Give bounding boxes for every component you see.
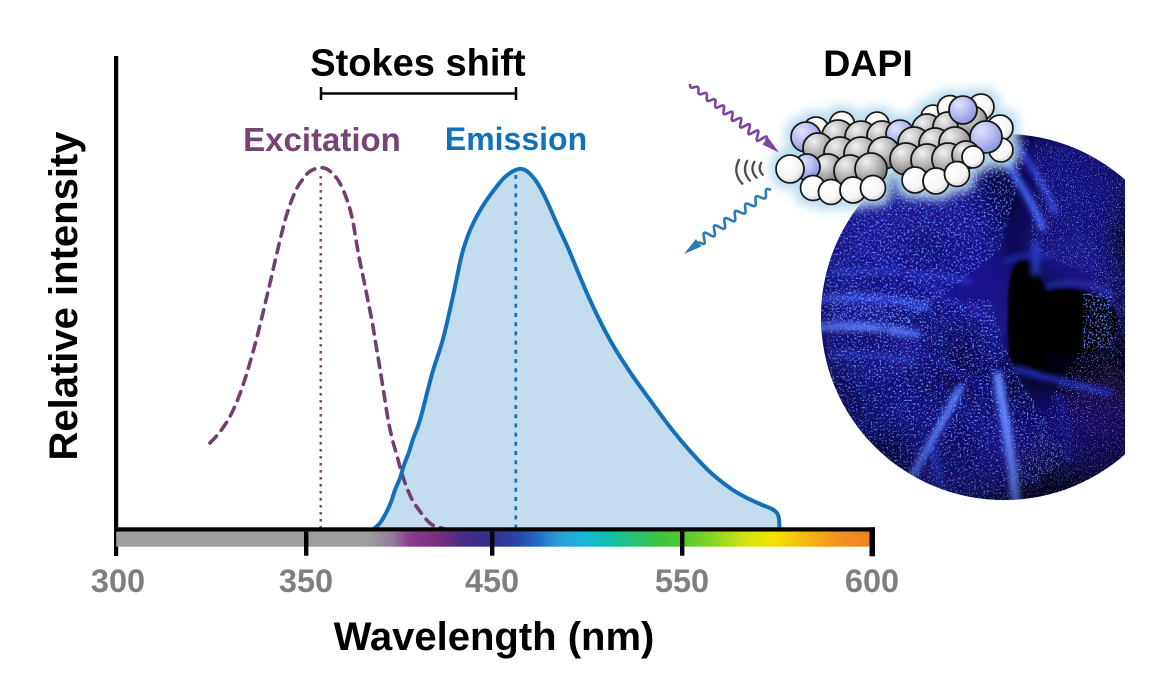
svg-text:Emission: Emission (445, 121, 587, 157)
svg-text:600: 600 (845, 563, 899, 599)
svg-text:550: 550 (655, 563, 709, 599)
svg-text:Relative intensity: Relative intensity (42, 131, 86, 461)
svg-text:350: 350 (279, 563, 333, 599)
svg-text:450: 450 (465, 563, 519, 599)
svg-text:DAPI: DAPI (823, 42, 913, 84)
svg-text:Wavelength (nm): Wavelength (nm) (334, 615, 655, 659)
svg-text:Excitation: Excitation (243, 121, 401, 158)
svg-text:300: 300 (91, 563, 145, 599)
svg-text:Stokes shift: Stokes shift (310, 43, 526, 85)
